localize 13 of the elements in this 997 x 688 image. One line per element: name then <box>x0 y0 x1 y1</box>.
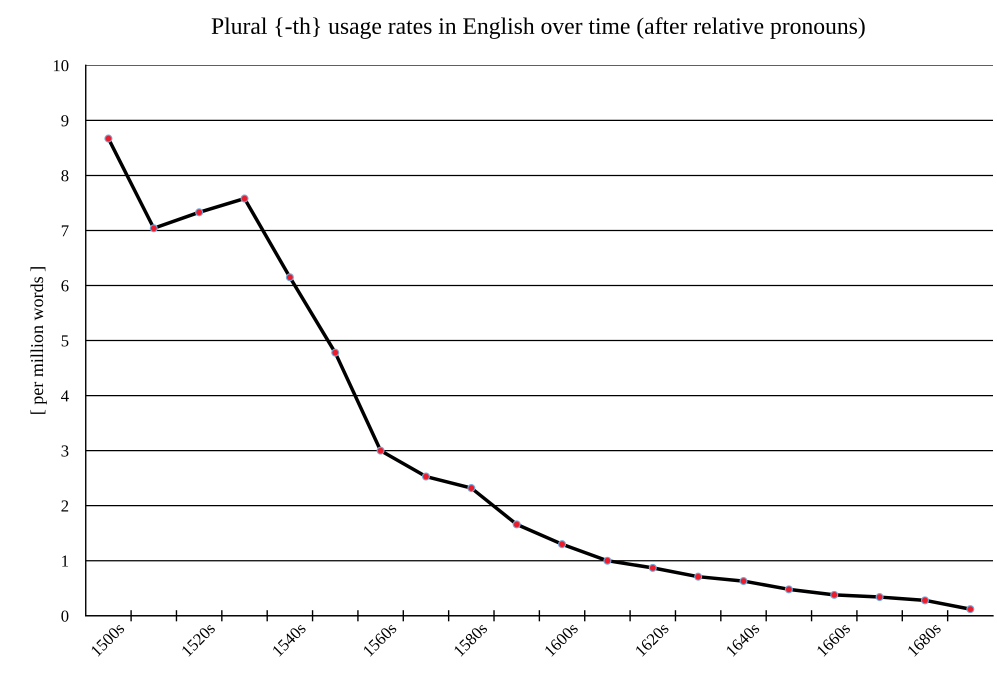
y-tick-label: 1 <box>62 556 68 567</box>
y-tick-label: 6 <box>61 280 69 292</box>
y-tick-label: 9 <box>61 115 68 126</box>
y-tick-label: 5 <box>62 335 68 347</box>
y-tick-label: 2 <box>61 500 68 512</box>
chart-title: Plural {-th} usage rates in English over time (after relative pronouns) <box>212 17 865 39</box>
y-tick-label: 3 <box>62 445 68 457</box>
y-tick-label: 4 <box>61 390 69 402</box>
y-tick-label: 10 <box>54 60 68 72</box>
y-tick-label: 0 <box>61 610 68 622</box>
y-tick-label: 8 <box>61 170 68 182</box>
y-axis-title: [ per million words ] <box>30 267 47 414</box>
y-tick-label: 7 <box>62 225 69 236</box>
